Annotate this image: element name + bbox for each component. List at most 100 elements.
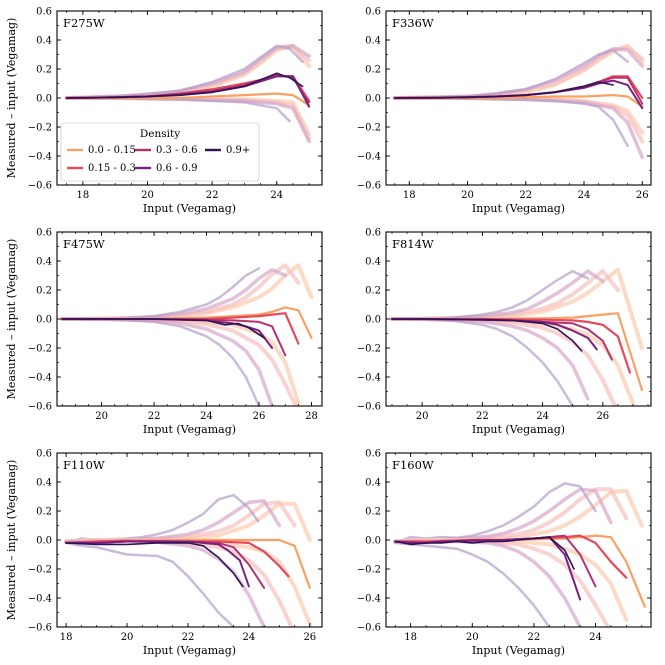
y-tick-label: −0.2 (357, 123, 381, 134)
y-tick-label: −0.2 (28, 565, 52, 576)
series-line-4 (390, 317, 635, 406)
y-tick-label: −0.4 (28, 152, 52, 163)
y-tick-label: 0.6 (36, 7, 52, 18)
y-tick-label: 0.0 (365, 94, 381, 105)
x-tick-label: 18 (404, 632, 417, 643)
y-axis-label: Measured – input (Vegamag) (5, 18, 18, 179)
x-tick-label: 24 (589, 632, 602, 643)
y-tick-label: 0.0 (36, 536, 52, 547)
series-line-3 (393, 48, 629, 100)
x-tick-label: 22 (476, 411, 489, 422)
panel-f275w: −0.6 −0.4 −0.2 0.0 0.2 0.4 0.6 18 20 22 24 F275W Inp… (5, 7, 323, 215)
series-line-12 (65, 72, 304, 99)
series-line-4 (60, 317, 301, 406)
legend: Density 0.0 - 0.15 0.15 - 0.3 0.3 - 0.6 0.6 … (60, 122, 260, 182)
y-tick-label: 0.0 (36, 315, 52, 326)
panel-title: F336W (392, 16, 434, 30)
y-tick-label: −0.6 (28, 402, 52, 413)
x-tick-label: 24 (200, 411, 213, 422)
series-line-3 (60, 267, 261, 321)
y-tick-label: 0.0 (365, 536, 381, 547)
x-tick-label: 26 (636, 190, 649, 201)
y-axis-label: Measured – input (Vegamag) (5, 239, 18, 400)
y-tick-label: 0.2 (365, 286, 381, 297)
x-tick-label: 24 (270, 190, 283, 201)
y-tick-label: 0.4 (36, 257, 52, 268)
y-tick-label: 0.6 (365, 7, 381, 18)
series-line-4 (392, 96, 645, 135)
panel-title: F275W (63, 16, 105, 30)
series-line-9 (64, 539, 290, 578)
x-tick-label: 18 (403, 190, 416, 201)
y-axis-label: Measured – input (Vegamag) (5, 460, 18, 621)
legend-label: 0.9+ (226, 145, 250, 156)
panel-f110w: −0.6 −0.4 −0.2 0.0 0.2 0.4 0.6 18 20 22 24 26 F110W I… (5, 449, 323, 657)
y-tick-label: 0.4 (365, 257, 381, 268)
legend-label: 0.6 - 0.9 (156, 163, 198, 174)
x-tick-label: 18 (76, 190, 89, 201)
series-line-3 (390, 269, 590, 321)
panel-f814w: −0.6 −0.4 −0.2 0.0 0.2 0.4 0.6 20 22 24 26 F814W Inp… (357, 228, 652, 436)
y-tick-label: −0.6 (28, 181, 52, 192)
x-tick-label: 20 (461, 190, 474, 201)
x-tick-label: 20 (121, 632, 134, 643)
y-tick-label: −0.2 (357, 565, 381, 576)
x-axis-label: Input (Vegamag) (472, 202, 565, 215)
series-line-12 (65, 542, 244, 588)
y-tick-label: 0.0 (36, 94, 52, 105)
y-tick-label: 0.4 (36, 478, 52, 489)
x-tick-label: 20 (416, 411, 429, 422)
y-tick-label: −0.4 (357, 594, 381, 605)
x-tick-label: 26 (303, 632, 316, 643)
y-tick-label: 0.4 (365, 36, 381, 47)
x-axis-label: Input (Vegamag) (143, 423, 236, 436)
series-group (393, 482, 646, 627)
series-group (390, 267, 644, 406)
y-tick-label: 0.4 (36, 36, 52, 47)
y-tick-label: −0.4 (357, 152, 381, 163)
panel-title: F110W (63, 458, 105, 472)
y-tick-label: −0.6 (28, 623, 52, 634)
panel-f475w: −0.6 −0.4 −0.2 0.0 0.2 0.4 0.6 20 22 24 26 28 F475W I… (5, 228, 323, 436)
y-tick-label: 0.6 (36, 449, 52, 460)
x-tick-label: 24 (578, 190, 591, 201)
y-tick-label: −0.2 (28, 123, 52, 134)
y-tick-label: 0.2 (36, 65, 52, 76)
x-axis-label: Input (Vegamag) (143, 644, 236, 657)
series-line-1 (393, 487, 629, 544)
panel-title: F160W (392, 458, 434, 472)
y-tick-label: 0.6 (365, 449, 381, 460)
x-tick-label: 22 (182, 632, 195, 643)
series-line-6 (60, 317, 274, 406)
series-group (64, 43, 312, 144)
y-tick-label: −0.6 (357, 181, 381, 192)
x-tick-label: 20 (141, 190, 154, 201)
y-tick-label: 0.6 (365, 228, 381, 239)
y-tick-label: 0.4 (365, 478, 381, 489)
legend-label: 0.15 - 0.3 (88, 163, 136, 174)
series-line-7 (60, 317, 261, 406)
x-tick-label: 24 (243, 632, 256, 643)
y-tick-label: 0.2 (365, 65, 381, 76)
legend-label: 0.3 - 0.6 (156, 145, 198, 156)
x-tick-label: 24 (536, 411, 549, 422)
x-axis-label: Input (Vegamag) (472, 644, 565, 657)
y-tick-label: −0.4 (357, 373, 381, 384)
x-axis-label: Input (Vegamag) (472, 423, 565, 436)
x-tick-label: 18 (60, 632, 73, 643)
y-tick-label: 0.2 (365, 507, 381, 518)
series-line-4 (64, 538, 312, 627)
series-line-6 (392, 96, 645, 160)
x-tick-label: 20 (95, 411, 108, 422)
x-tick-label: 22 (148, 411, 161, 422)
x-tick-label: 22 (519, 190, 532, 201)
series-line-7 (390, 317, 574, 406)
y-tick-label: −0.6 (357, 402, 381, 413)
series-line-6 (390, 317, 590, 401)
series-line-7 (393, 541, 551, 627)
panel-title: F814W (392, 237, 434, 251)
x-axis-label: Input (Vegamag) (143, 202, 236, 215)
x-tick-label: 26 (253, 411, 266, 422)
y-tick-label: 0.2 (36, 286, 52, 297)
